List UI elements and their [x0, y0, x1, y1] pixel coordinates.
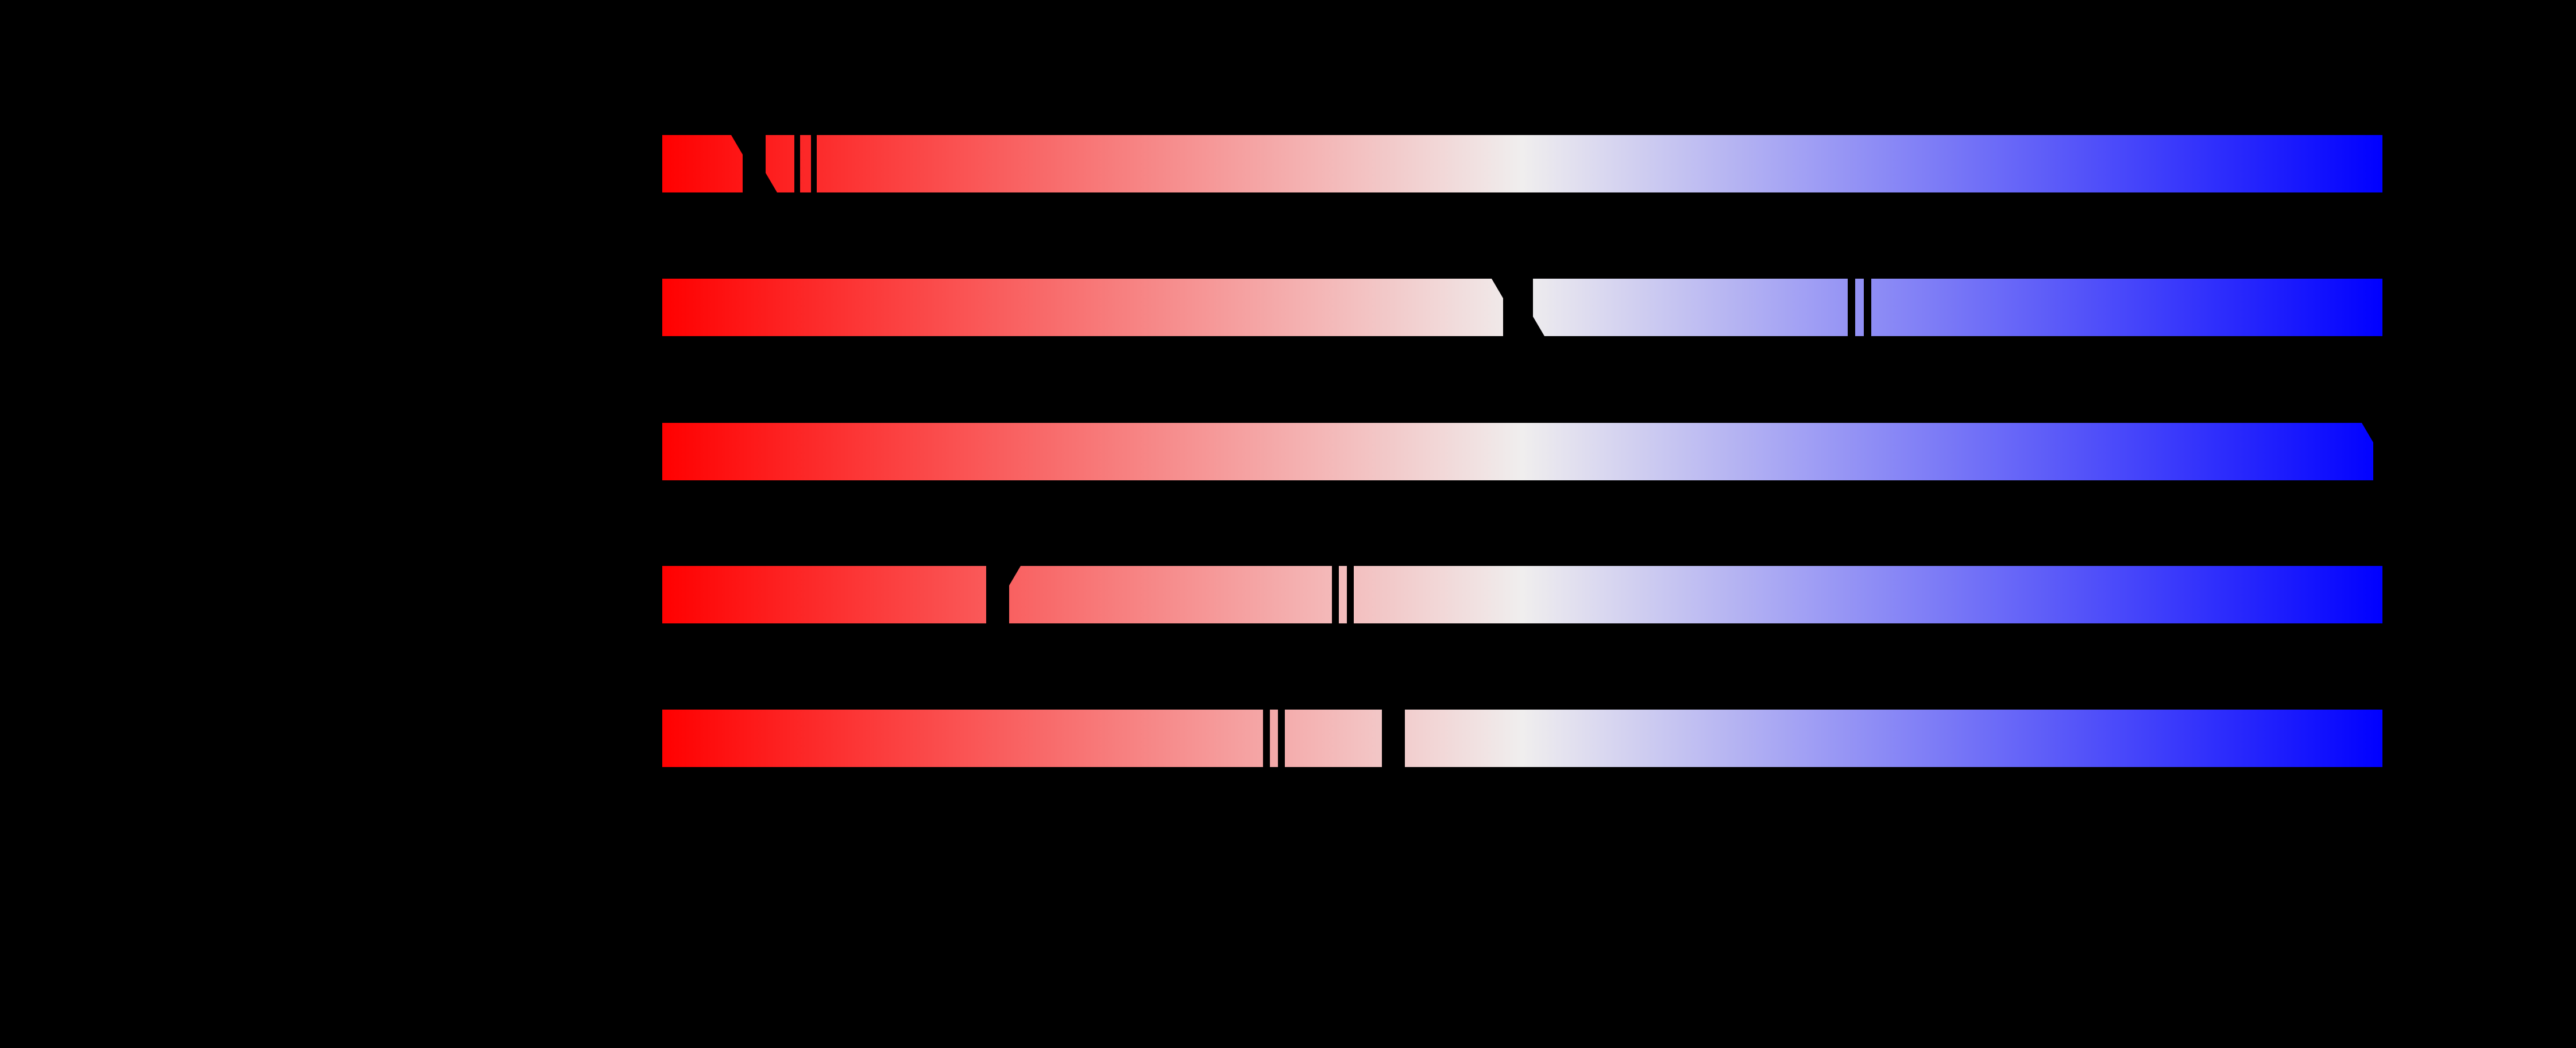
track-2-segment-2: [1533, 279, 1848, 336]
track-2-segment-3: [1855, 279, 1864, 336]
track-5-segment-4: [1405, 710, 2382, 767]
track-4-segment-4: [1354, 566, 2382, 623]
track-2-segment-1: [662, 279, 1503, 336]
track-4-segment-1: [662, 566, 986, 623]
track-4-segment-3: [1339, 566, 1347, 623]
track-1-segment-4: [817, 135, 2382, 192]
track-5: [0, 710, 2576, 767]
track-1: [0, 135, 2576, 192]
track-3-segment-1: [662, 423, 2373, 480]
track-1-segment-3: [800, 135, 811, 192]
track-1-segment-1: [662, 135, 743, 192]
track-2: [0, 279, 2576, 336]
track-5-segment-3: [1285, 710, 1382, 767]
track-2-segment-4: [1871, 279, 2382, 336]
track-4: [0, 566, 2576, 623]
track-3: [0, 423, 2576, 480]
track-1-segment-2: [766, 135, 794, 192]
track-5-segment-2: [1270, 710, 1278, 767]
track-4-segment-2: [1009, 566, 1332, 623]
track-5-segment-1: [662, 710, 1263, 767]
